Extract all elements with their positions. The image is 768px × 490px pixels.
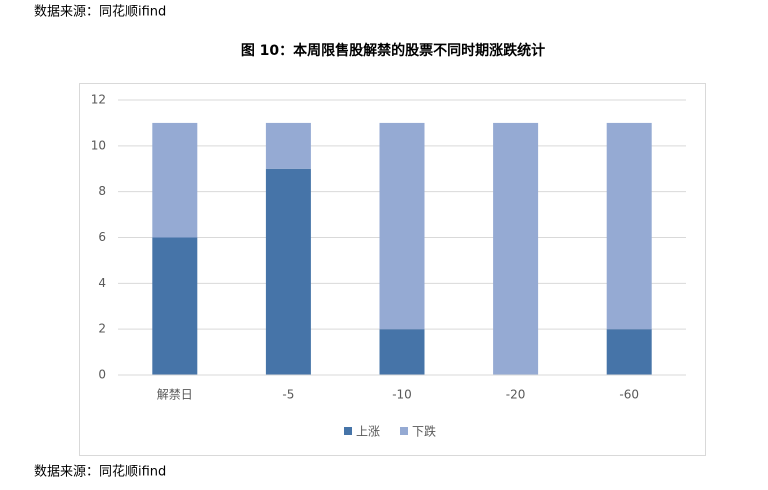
chart-title: 图 10：本周限售股解禁的股票不同时期涨跌统计	[241, 42, 545, 59]
legend-label: 下跌	[412, 424, 436, 439]
bar-segment	[152, 237, 198, 375]
y-tick-label: 0	[98, 368, 106, 382]
y-tick-label: 2	[98, 322, 106, 336]
bar-segment	[265, 122, 311, 169]
source-note: 数据来源：同花顺ifind	[34, 4, 166, 20]
source-note: 数据来源：同花顺ifind	[34, 464, 166, 480]
bar-segment	[265, 168, 311, 375]
y-tick-label: 10	[91, 138, 106, 152]
bar-segment	[606, 329, 652, 375]
x-tick-label: -20	[506, 388, 526, 402]
legend-swatch	[344, 427, 352, 435]
y-tick-label: 8	[98, 184, 106, 198]
x-tick-label: 解禁日	[157, 388, 193, 402]
x-tick-label: -5	[282, 388, 294, 402]
legend-label: 上涨	[356, 424, 380, 439]
bar-segment	[606, 122, 652, 330]
x-tick-label: -60	[619, 388, 639, 402]
y-tick-label: 4	[98, 276, 106, 290]
bar-segment	[493, 122, 539, 376]
legend-swatch	[400, 427, 408, 435]
bar-segment	[379, 329, 425, 375]
bar-segment	[379, 122, 425, 330]
y-tick-label: 12	[91, 93, 106, 107]
y-tick-label: 6	[98, 230, 106, 244]
bar-segment	[152, 122, 198, 238]
x-tick-label: -10	[392, 388, 412, 402]
